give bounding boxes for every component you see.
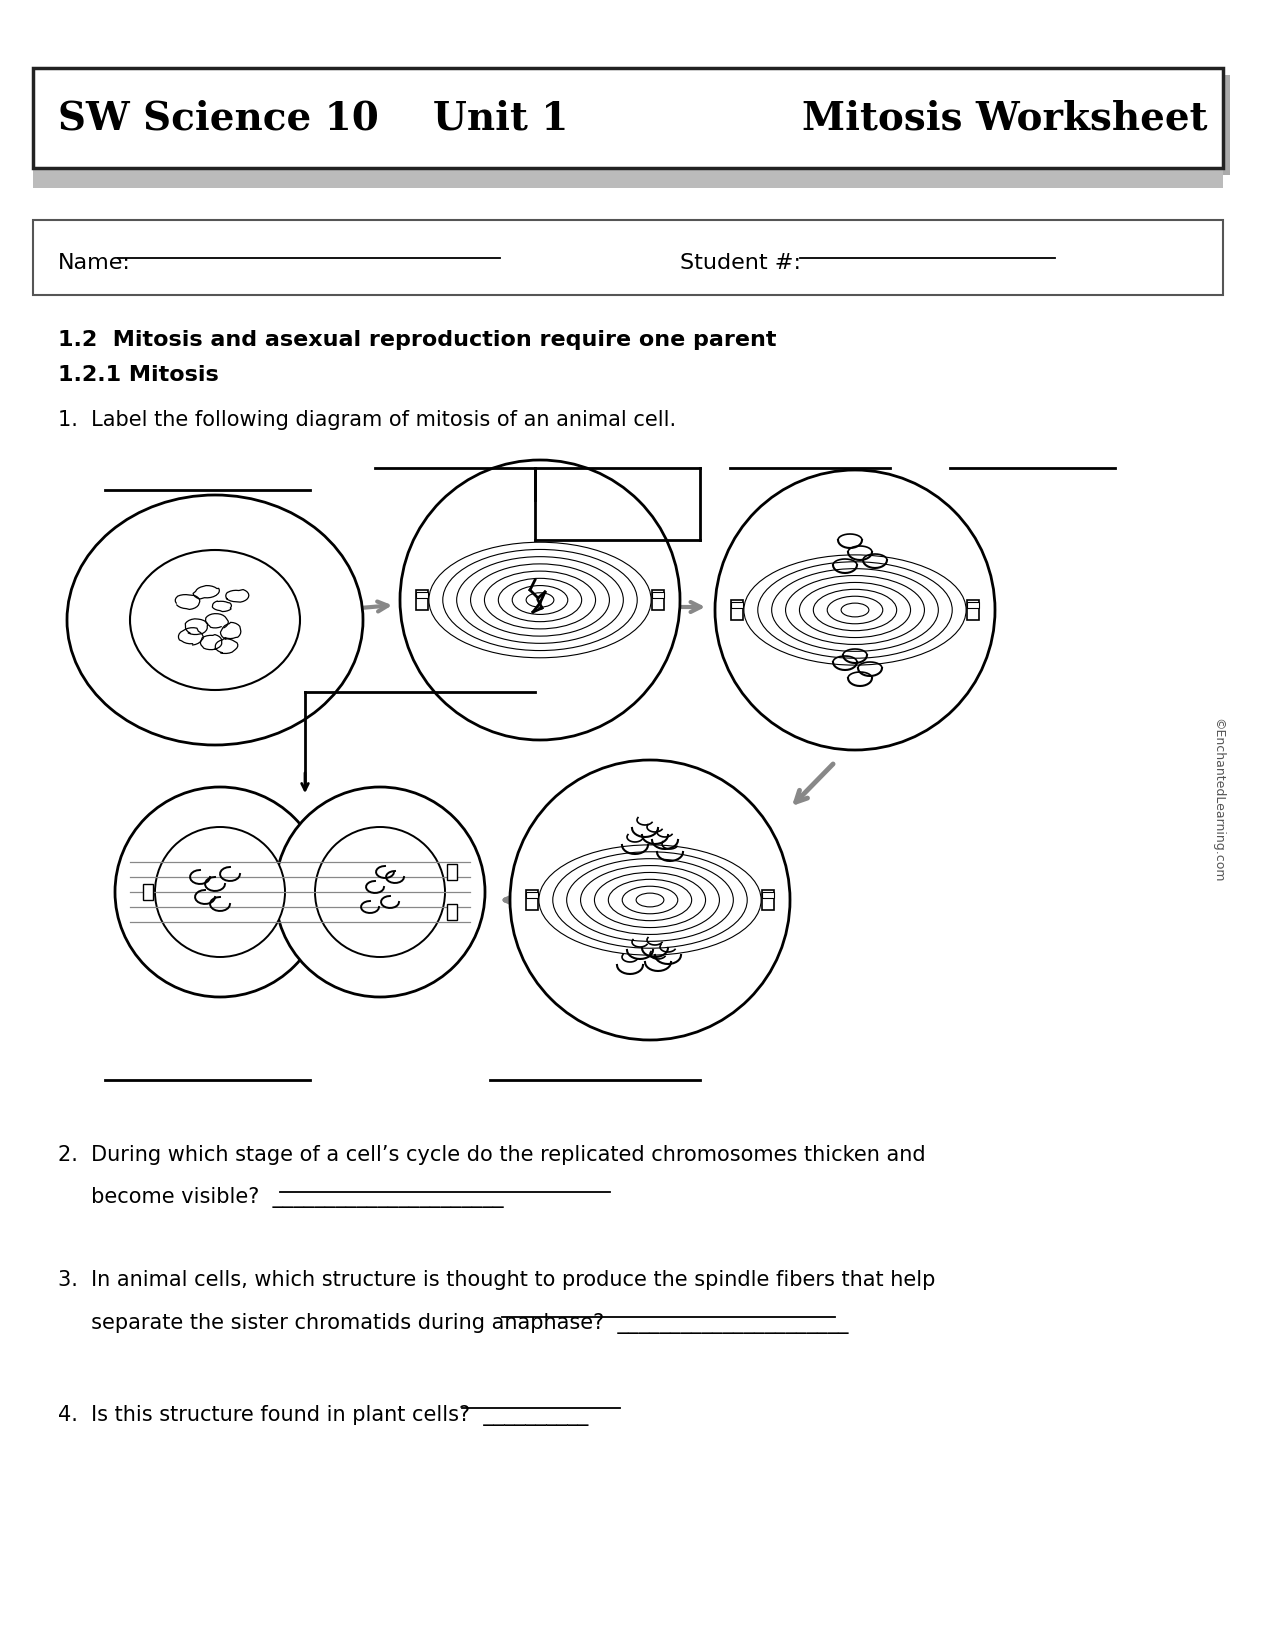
Bar [448,904,456,921]
Text: 1.2  Mitosis and asexual reproduction require one parent: 1.2 Mitosis and asexual reproduction req… [57,330,776,350]
Bar [762,889,774,911]
Bar [527,889,538,911]
Bar [416,592,428,597]
Bar [33,219,1223,295]
Circle shape [156,827,286,957]
Bar [45,74,1230,175]
Circle shape [400,460,680,739]
Text: Student #:: Student #: [680,252,801,272]
Text: Mitosis Worksheet: Mitosis Worksheet [802,99,1207,137]
Text: 1.2.1 Mitosis: 1.2.1 Mitosis [57,365,219,384]
Ellipse shape [130,549,300,690]
Bar [731,601,743,620]
Bar [966,602,979,607]
Text: 4.  Is this structure found in plant cells?  __________: 4. Is this structure found in plant cell… [57,1404,588,1426]
Bar [731,602,743,607]
Circle shape [510,761,790,1040]
Bar [652,592,664,597]
Text: 1.  Label the following diagram of mitosis of an animal cell.: 1. Label the following diagram of mitosi… [57,409,676,431]
Bar [448,865,456,879]
Text: SW Science 10    Unit 1: SW Science 10 Unit 1 [57,99,569,137]
Text: become visible?  ______________________: become visible? ______________________ [57,1188,504,1208]
Ellipse shape [68,495,363,746]
Circle shape [315,827,445,957]
Bar [762,893,774,898]
Circle shape [115,787,325,997]
Text: 3.  In animal cells, which structure is thought to produce the spindle fibers th: 3. In animal cells, which structure is t… [57,1270,936,1290]
Text: separate the sister chromatids during anaphase?  ______________________: separate the sister chromatids during an… [57,1312,848,1333]
Bar [33,167,1223,188]
Text: 2.  During which stage of a cell’s cycle do the replicated chromosomes thicken a: 2. During which stage of a cell’s cycle … [57,1145,926,1165]
Bar [416,591,428,610]
Text: Name:: Name: [57,252,131,272]
Bar [966,601,979,620]
Circle shape [275,787,484,997]
Circle shape [715,470,994,751]
Bar [652,591,664,610]
Bar [33,68,1223,168]
Bar [143,884,153,899]
Text: ©EnchantedLearning.com: ©EnchantedLearning.com [1211,718,1224,883]
Bar [527,893,538,898]
